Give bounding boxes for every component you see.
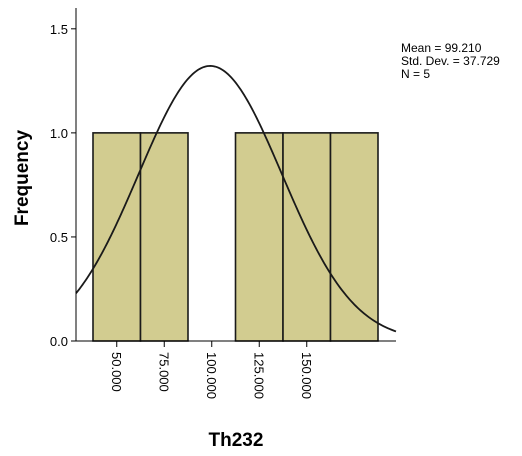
histogram-bar-0 [92,132,142,342]
bars-layer [92,132,379,342]
ticks-layer: 0.0 0.5 1.0 1.5 50.000 75.000 100.000 125.000 15… [50,22,314,399]
x-tick-label-2: 100.000 [204,352,219,399]
histogram-bar-4 [282,132,332,342]
y-tick-label-2: 1.0 [50,126,68,141]
x-axis-title: Th232 [209,430,264,451]
histogram-bar-5 [329,132,379,342]
stats-std-dev: Std. Dev. = 37.729 [401,54,500,68]
y-tick-label-3: 1.5 [50,22,68,37]
x-tick-label-3: 125.000 [251,352,266,399]
histogram-bar-1 [139,132,189,342]
x-tick-label-4: 150.000 [299,352,314,399]
y-tick-label-1: 0.5 [50,230,68,245]
curve-layer [75,65,397,333]
normal-curve-line [75,65,397,333]
stats-n: N = 5 [401,67,430,81]
y-tick-label-0: 0.0 [50,334,68,349]
x-tick-label-1: 75.000 [156,352,171,392]
x-tick-label-0: 50.000 [109,352,124,392]
stats-mean: Mean = 99.210 [401,41,482,55]
histogram-bar-3 [234,132,284,342]
y-axis-title: Frequency [12,130,33,227]
axes-layer [75,8,396,342]
